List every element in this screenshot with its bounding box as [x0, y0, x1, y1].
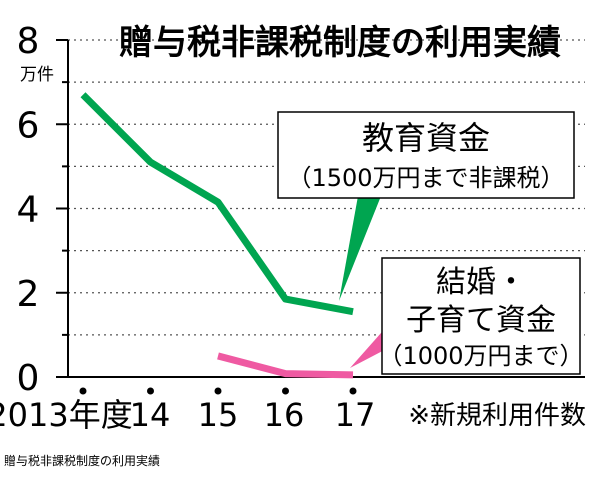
- footnote: ※新規利用件数: [408, 401, 586, 431]
- series-label: 結婚・: [436, 265, 526, 300]
- x-tick-dot: [147, 387, 154, 395]
- series-line: [217, 352, 354, 379]
- y-tick-label: 2: [17, 274, 40, 315]
- y-tick-label: 0: [17, 358, 40, 399]
- x-tick-label: 16: [264, 396, 305, 434]
- figure-caption: 贈与税非課税制度の利用実績: [4, 454, 161, 468]
- x-tick-label: 14: [130, 396, 171, 434]
- x-tick-dot: [349, 387, 357, 395]
- y-tick-label: 8: [17, 21, 40, 62]
- x-tick-label: 15: [198, 396, 239, 434]
- x-tick-label: 17: [335, 396, 376, 434]
- series-label: 子育て資金: [406, 303, 556, 338]
- x-tick-dot: [79, 387, 87, 395]
- series-label: 教育資金: [362, 119, 490, 157]
- y-axis: 0 2 4 6 8: [17, 21, 585, 399]
- x-tick-dot: [282, 387, 289, 395]
- series-label: （1000万円まで）: [378, 342, 583, 370]
- x-tick-dot: [214, 387, 222, 395]
- x-tick-label: 2013年度: [0, 396, 133, 434]
- callout-pointer: [339, 196, 381, 301]
- callouts: 教育資金 （1500万円まで非課税） 結婚・子育て資金 （1000万円まで）: [277, 111, 584, 375]
- y-tick-label: 6: [17, 105, 40, 146]
- callout-box: [381, 257, 581, 375]
- y-unit-label: 万件: [20, 65, 54, 85]
- callout-box: [277, 111, 575, 199]
- chart: 0 2 4 6 8 教育資金 （1500万円まで非課税） 結婚・子育て資金 （1000万円まで…: [0, 21, 586, 434]
- series-lines: [80, 92, 354, 379]
- y-tick-label: 4: [17, 190, 40, 231]
- chart-title: 贈与税非課税制度の利用実績: [119, 23, 561, 63]
- series-label: （1500万円まで非課税）: [287, 164, 564, 192]
